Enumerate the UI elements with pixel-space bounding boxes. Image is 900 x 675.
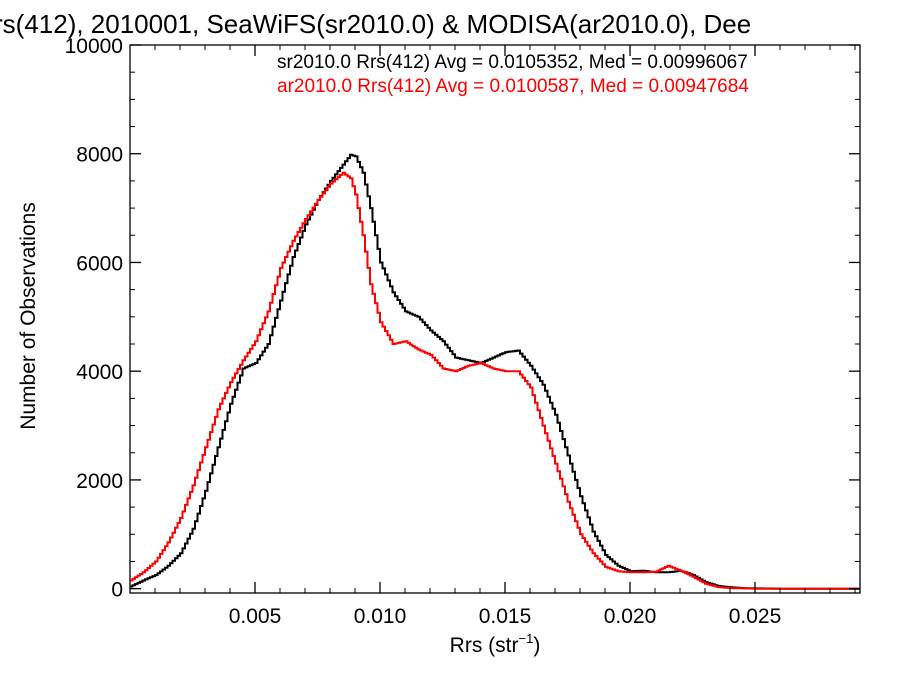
y-tick-label: 10000 bbox=[65, 35, 123, 58]
legend-entry-sr2010: sr2010.0 Rrs(412) Avg = 0.0105352, Med =… bbox=[277, 52, 748, 73]
x-axis-label-text: Rrs (str bbox=[450, 634, 519, 657]
y-axis: 0 2000 4000 6000 8000 10000 bbox=[65, 35, 860, 602]
y-axis-label: Number of Observations bbox=[17, 202, 40, 430]
legend: sr2010.0 Rrs(412) Avg = 0.0105352, Med =… bbox=[277, 52, 749, 97]
x-tick-label: 0.015 bbox=[479, 605, 532, 628]
y-tick-label: 4000 bbox=[76, 361, 123, 384]
y-tick-label: 8000 bbox=[76, 144, 123, 167]
x-tick-label: 0.025 bbox=[729, 605, 782, 628]
x-tick-label: 0.020 bbox=[604, 605, 657, 628]
y-tick-label: 0 bbox=[111, 579, 123, 602]
x-axis-label-superscript: −1 bbox=[519, 631, 534, 646]
plot-frame bbox=[129, 44, 861, 594]
x-axis-label-close: ) bbox=[533, 634, 540, 657]
series-line-0 bbox=[130, 153, 860, 590]
x-tick-label: 0.010 bbox=[354, 605, 407, 628]
y-tick-label: 6000 bbox=[76, 252, 123, 275]
x-tick-label: 0.005 bbox=[229, 605, 282, 628]
legend-entry-ar2010: ar2010.0 Rrs(412) Avg = 0.0100587, Med =… bbox=[277, 76, 749, 97]
chart-title: rs(412), 2010001, SeaWiFS(sr2010.0) & MO… bbox=[0, 9, 751, 39]
series-layer bbox=[130, 153, 860, 590]
series-line-1 bbox=[130, 171, 860, 590]
x-axis-label: Rrs (str−1) bbox=[450, 631, 541, 657]
x-axis: 0.005 0.010 0.015 0.020 0.025 bbox=[154, 45, 856, 628]
y-tick-label: 2000 bbox=[76, 470, 123, 493]
